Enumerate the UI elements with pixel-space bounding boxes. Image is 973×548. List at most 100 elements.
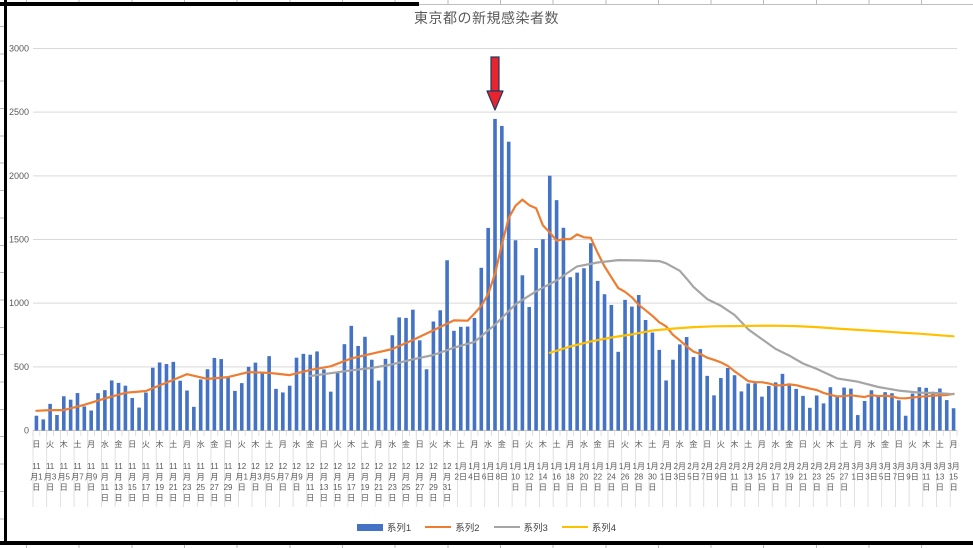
peak-annotation-arrow[interactable] — [486, 56, 504, 111]
svg-text:2500: 2500 — [9, 107, 29, 117]
worksheet-border-bottom — [0, 540, 973, 545]
svg-text:4日: 4日 — [468, 473, 480, 482]
svg-text:木: 木 — [347, 439, 355, 449]
svg-text:日: 日 — [539, 483, 547, 492]
chart-legend: 系列1 系列2 系列3 系列4 — [0, 520, 973, 534]
svg-text:日: 日 — [402, 494, 410, 503]
svg-text:日: 日 — [580, 483, 588, 492]
svg-text:13: 13 — [935, 473, 944, 482]
svg-text:12: 12 — [265, 462, 274, 471]
svg-text:火: 火 — [334, 440, 342, 449]
svg-text:日: 日 — [785, 483, 793, 492]
svg-text:8日: 8日 — [496, 473, 508, 482]
chart-title: 東京都の新規感染者数 — [414, 10, 559, 26]
svg-text:1月: 1月 — [537, 462, 549, 471]
svg-text:10: 10 — [511, 473, 520, 482]
svg-text:日: 日 — [101, 494, 109, 503]
svg-text:29: 29 — [429, 483, 438, 492]
svg-text:2月: 2月 — [728, 462, 740, 471]
svg-text:月: 月 — [320, 473, 328, 482]
svg-text:月9: 月9 — [85, 473, 98, 482]
svg-text:水: 水 — [772, 439, 780, 449]
svg-text:水: 水 — [484, 439, 492, 449]
svg-text:17: 17 — [347, 483, 356, 492]
svg-text:1日: 1日 — [660, 473, 672, 482]
svg-text:日: 日 — [799, 440, 807, 449]
svg-text:土: 土 — [648, 439, 656, 449]
svg-text:16: 16 — [552, 473, 561, 482]
svg-text:2月: 2月 — [701, 462, 713, 471]
svg-text:2月: 2月 — [674, 462, 686, 471]
svg-text:日: 日 — [799, 483, 807, 492]
svg-text:5日: 5日 — [879, 473, 891, 482]
svg-text:11: 11 — [183, 462, 192, 471]
svg-text:日: 日 — [703, 440, 711, 449]
svg-text:11: 11 — [128, 462, 137, 471]
svg-text:金: 金 — [115, 439, 123, 449]
svg-text:11: 11 — [87, 462, 96, 471]
svg-text:月3: 月3 — [44, 473, 57, 482]
svg-text:21: 21 — [799, 473, 808, 482]
svg-text:水: 水 — [293, 439, 301, 449]
line-series3 — [309, 259, 955, 396]
legend-label: 系列3 — [523, 523, 548, 534]
svg-text:月: 月 — [758, 440, 766, 449]
svg-text:金: 金 — [881, 439, 889, 449]
legend-item-series1: 系列1 — [356, 520, 411, 534]
svg-text:日: 日 — [566, 483, 574, 492]
svg-text:月: 月 — [854, 440, 862, 449]
svg-text:日: 日 — [443, 494, 451, 503]
svg-text:日: 日 — [169, 494, 177, 503]
svg-text:月5: 月5 — [58, 473, 71, 482]
svg-text:7日: 7日 — [893, 473, 905, 482]
svg-text:15: 15 — [333, 483, 342, 492]
series4-line-swatch-icon — [561, 525, 588, 529]
bars-series1 — [34, 118, 956, 431]
svg-text:月: 月 — [142, 473, 150, 482]
svg-text:月: 月 — [375, 473, 383, 482]
svg-text:土: 土 — [744, 439, 752, 449]
svg-text:2月: 2月 — [797, 462, 809, 471]
svg-text:日: 日 — [320, 440, 328, 449]
svg-text:23: 23 — [183, 483, 192, 492]
svg-text:日: 日 — [731, 483, 739, 492]
svg-text:火: 火 — [429, 440, 437, 449]
svg-text:29: 29 — [224, 483, 233, 492]
svg-text:日: 日 — [388, 494, 396, 503]
svg-text:土: 土 — [936, 439, 944, 449]
svg-text:2000: 2000 — [9, 171, 29, 181]
svg-text:日: 日 — [607, 483, 615, 492]
worksheet-border-left — [3, 0, 7, 544]
svg-text:水: 水 — [580, 439, 588, 449]
svg-text:日: 日 — [512, 440, 520, 449]
svg-text:金: 金 — [498, 439, 506, 449]
svg-text:金: 金 — [689, 439, 697, 449]
svg-text:1日: 1日 — [852, 473, 864, 482]
legend-item-series3: 系列3 — [493, 520, 548, 534]
x-axis-separators — [32, 430, 958, 507]
svg-text:日: 日 — [840, 483, 848, 492]
svg-text:月: 月 — [183, 473, 191, 482]
svg-text:2月: 2月 — [810, 462, 822, 471]
svg-text:日: 日 — [73, 483, 81, 492]
svg-text:11: 11 — [730, 473, 739, 482]
svg-text:11: 11 — [142, 462, 151, 471]
svg-text:月: 月 — [334, 473, 342, 482]
svg-text:日: 日 — [594, 483, 602, 492]
svg-text:月: 月 — [156, 473, 164, 482]
svg-text:25: 25 — [196, 483, 205, 492]
svg-text:日: 日 — [429, 494, 437, 503]
svg-text:月: 月 — [306, 473, 314, 482]
svg-text:1月: 1月 — [619, 462, 631, 471]
svg-text:木: 木 — [922, 439, 930, 449]
svg-text:5日: 5日 — [687, 473, 699, 482]
svg-text:500: 500 — [14, 362, 29, 372]
svg-text:水: 水 — [388, 439, 396, 449]
svg-text:日: 日 — [525, 483, 533, 492]
svg-text:木: 木 — [539, 439, 547, 449]
svg-text:土: 土 — [73, 439, 81, 449]
svg-text:月3: 月3 — [249, 473, 262, 482]
svg-text:25: 25 — [826, 473, 835, 482]
svg-text:3月: 3月 — [893, 462, 905, 471]
